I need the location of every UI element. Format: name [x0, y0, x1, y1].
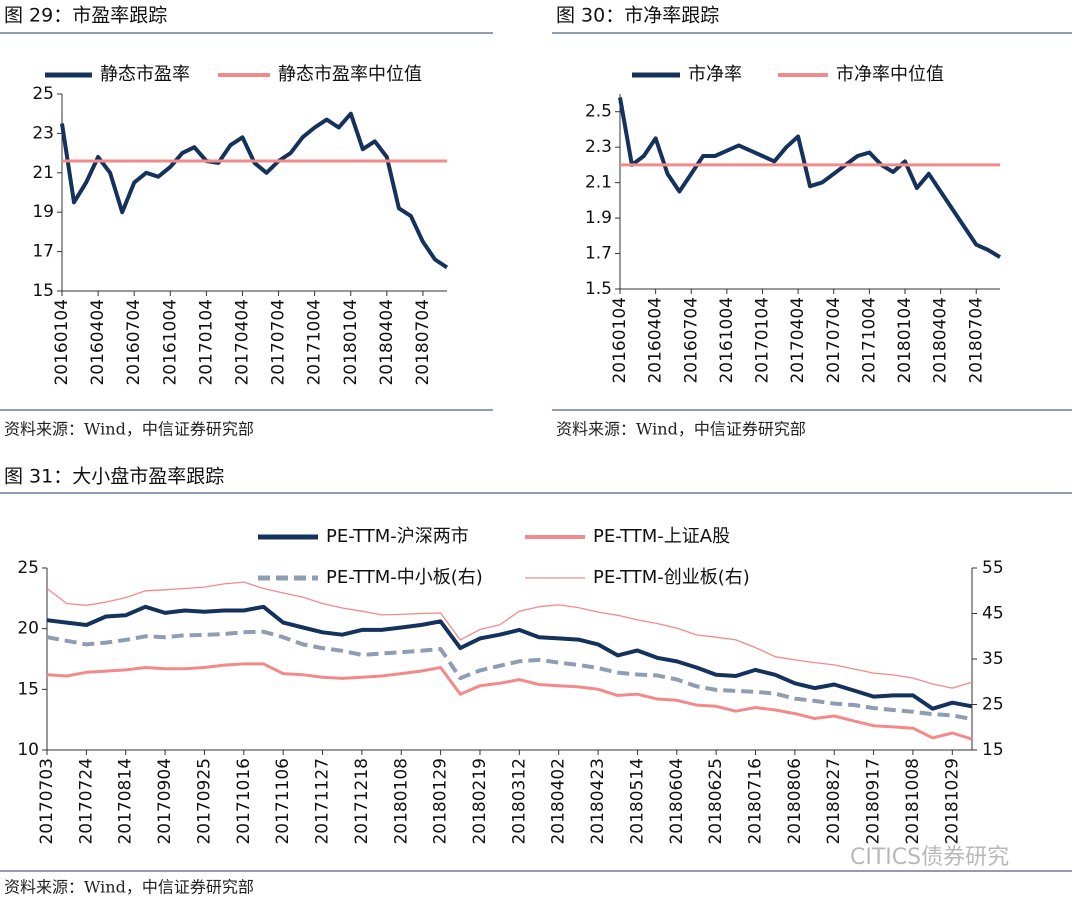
y-tick-label: 1.7 — [585, 244, 612, 264]
series-line — [46, 662, 973, 741]
y-tick-label: 25 — [32, 84, 54, 104]
legend-label: PE-TTM-中小板(右) — [326, 567, 483, 588]
chart-title: 图 30：市净率跟踪 — [556, 5, 719, 27]
x-tick-label: 20180402 — [549, 758, 569, 845]
chart-title: 图 31：大小盘市盈率跟踪 — [4, 466, 224, 488]
y-tick-label: 2.1 — [585, 173, 612, 193]
x-tick-label: 20171127 — [313, 758, 333, 845]
x-tick-label: 20171004 — [305, 299, 325, 386]
x-tick-label: 20160104 — [610, 297, 630, 384]
x-tick-label: 20170104 — [753, 297, 773, 384]
x-tick-label: 20180312 — [509, 758, 529, 845]
y-tick-label: 25 — [17, 558, 39, 578]
watermark: CITICS债券研究 — [850, 845, 1009, 870]
y-tick-label: 2.5 — [585, 102, 612, 122]
x-tick-label: 20180104 — [341, 299, 361, 386]
x-tick-label: 20180219 — [470, 758, 490, 845]
series-line — [46, 629, 973, 722]
x-tick-label: 20161004 — [160, 299, 180, 386]
series-line — [60, 111, 449, 270]
x-tick-label: 20180704 — [966, 297, 986, 384]
y-tick-label: 1.5 — [585, 279, 612, 299]
x-tick-label: 20180704 — [413, 299, 433, 386]
x-tick-label: 20180604 — [667, 758, 687, 845]
x-tick-label: 20180104 — [895, 297, 915, 384]
x-tick-label: 20170814 — [116, 758, 136, 845]
legend-label: 静态市盈率 — [100, 64, 190, 85]
x-tick-label: 20170104 — [196, 299, 216, 386]
y-tick-label: 2.3 — [585, 137, 612, 157]
x-tick-label: 20180625 — [706, 758, 726, 845]
x-tick-label: 20171106 — [273, 758, 293, 845]
y2-tick-label: 45 — [982, 604, 1004, 624]
x-tick-label: 20171016 — [234, 758, 254, 845]
legend-label: 静态市盈率中位值 — [278, 64, 422, 85]
legend-label: 市净率 — [688, 64, 742, 85]
x-tick-label: 20180129 — [431, 758, 451, 845]
y-tick-label: 23 — [32, 123, 54, 143]
series-line — [618, 97, 1002, 259]
legend-label: PE-TTM-沪深两市 — [326, 526, 469, 547]
x-tick-label: 20180827 — [824, 758, 844, 845]
y-tick-label: 20 — [17, 619, 39, 639]
x-tick-label: 20170704 — [824, 297, 844, 384]
x-tick-label: 20160704 — [124, 299, 144, 386]
x-tick-label: 20171004 — [859, 297, 879, 384]
x-tick-label: 20160104 — [52, 299, 72, 386]
source: 资料来源：Wind，中信证券研究部 — [4, 878, 254, 897]
y2-tick-label: 55 — [982, 558, 1004, 578]
y-tick-label: 17 — [32, 242, 54, 262]
y-tick-label: 10 — [17, 740, 39, 760]
y-tick-label: 19 — [32, 202, 54, 222]
x-tick-label: 20180917 — [864, 758, 884, 845]
x-tick-label: 20180404 — [931, 297, 951, 384]
x-tick-label: 20180108 — [391, 758, 411, 845]
series-line — [46, 604, 973, 711]
legend-label: 市净率中位值 — [836, 64, 944, 85]
x-tick-label: 20160704 — [681, 297, 701, 384]
x-tick-label: 20180806 — [785, 758, 805, 845]
y-tick-label: 21 — [32, 163, 54, 183]
x-tick-label: 20170404 — [788, 297, 808, 384]
x-tick-label: 20170703 — [37, 758, 57, 845]
y2-tick-label: 35 — [982, 649, 1004, 669]
x-tick-label: 20170404 — [232, 299, 252, 386]
x-tick-label: 20160404 — [88, 299, 108, 386]
source: 资料来源：Wind，中信证券研究部 — [556, 420, 806, 439]
source: 资料来源：Wind，中信证券研究部 — [4, 420, 254, 439]
x-tick-label: 20161004 — [717, 297, 737, 384]
x-tick-label: 20170724 — [76, 758, 96, 845]
x-tick-label: 20180423 — [588, 758, 608, 845]
chart-title: 图 29：市盈率跟踪 — [4, 5, 167, 27]
y-tick-label: 15 — [32, 281, 54, 301]
x-tick-label: 20180716 — [746, 758, 766, 845]
series-line — [46, 581, 973, 689]
x-tick-label: 20170925 — [194, 758, 214, 845]
x-tick-label: 20170704 — [269, 299, 289, 386]
x-tick-label: 20181008 — [903, 758, 923, 845]
x-tick-label: 20160404 — [646, 297, 666, 384]
x-tick-label: 20181029 — [942, 758, 962, 845]
y2-tick-label: 15 — [982, 740, 1004, 760]
x-tick-label: 20180404 — [377, 299, 397, 386]
y-tick-label: 15 — [17, 679, 39, 699]
x-tick-label: 20171218 — [352, 758, 372, 845]
y-tick-label: 1.9 — [585, 208, 612, 228]
y2-tick-label: 25 — [982, 695, 1004, 715]
x-tick-label: 20180514 — [627, 758, 647, 845]
legend-label: PE-TTM-创业板(右) — [593, 567, 750, 588]
legend-label: PE-TTM-上证A股 — [593, 526, 730, 547]
x-tick-label: 20170904 — [155, 758, 175, 845]
